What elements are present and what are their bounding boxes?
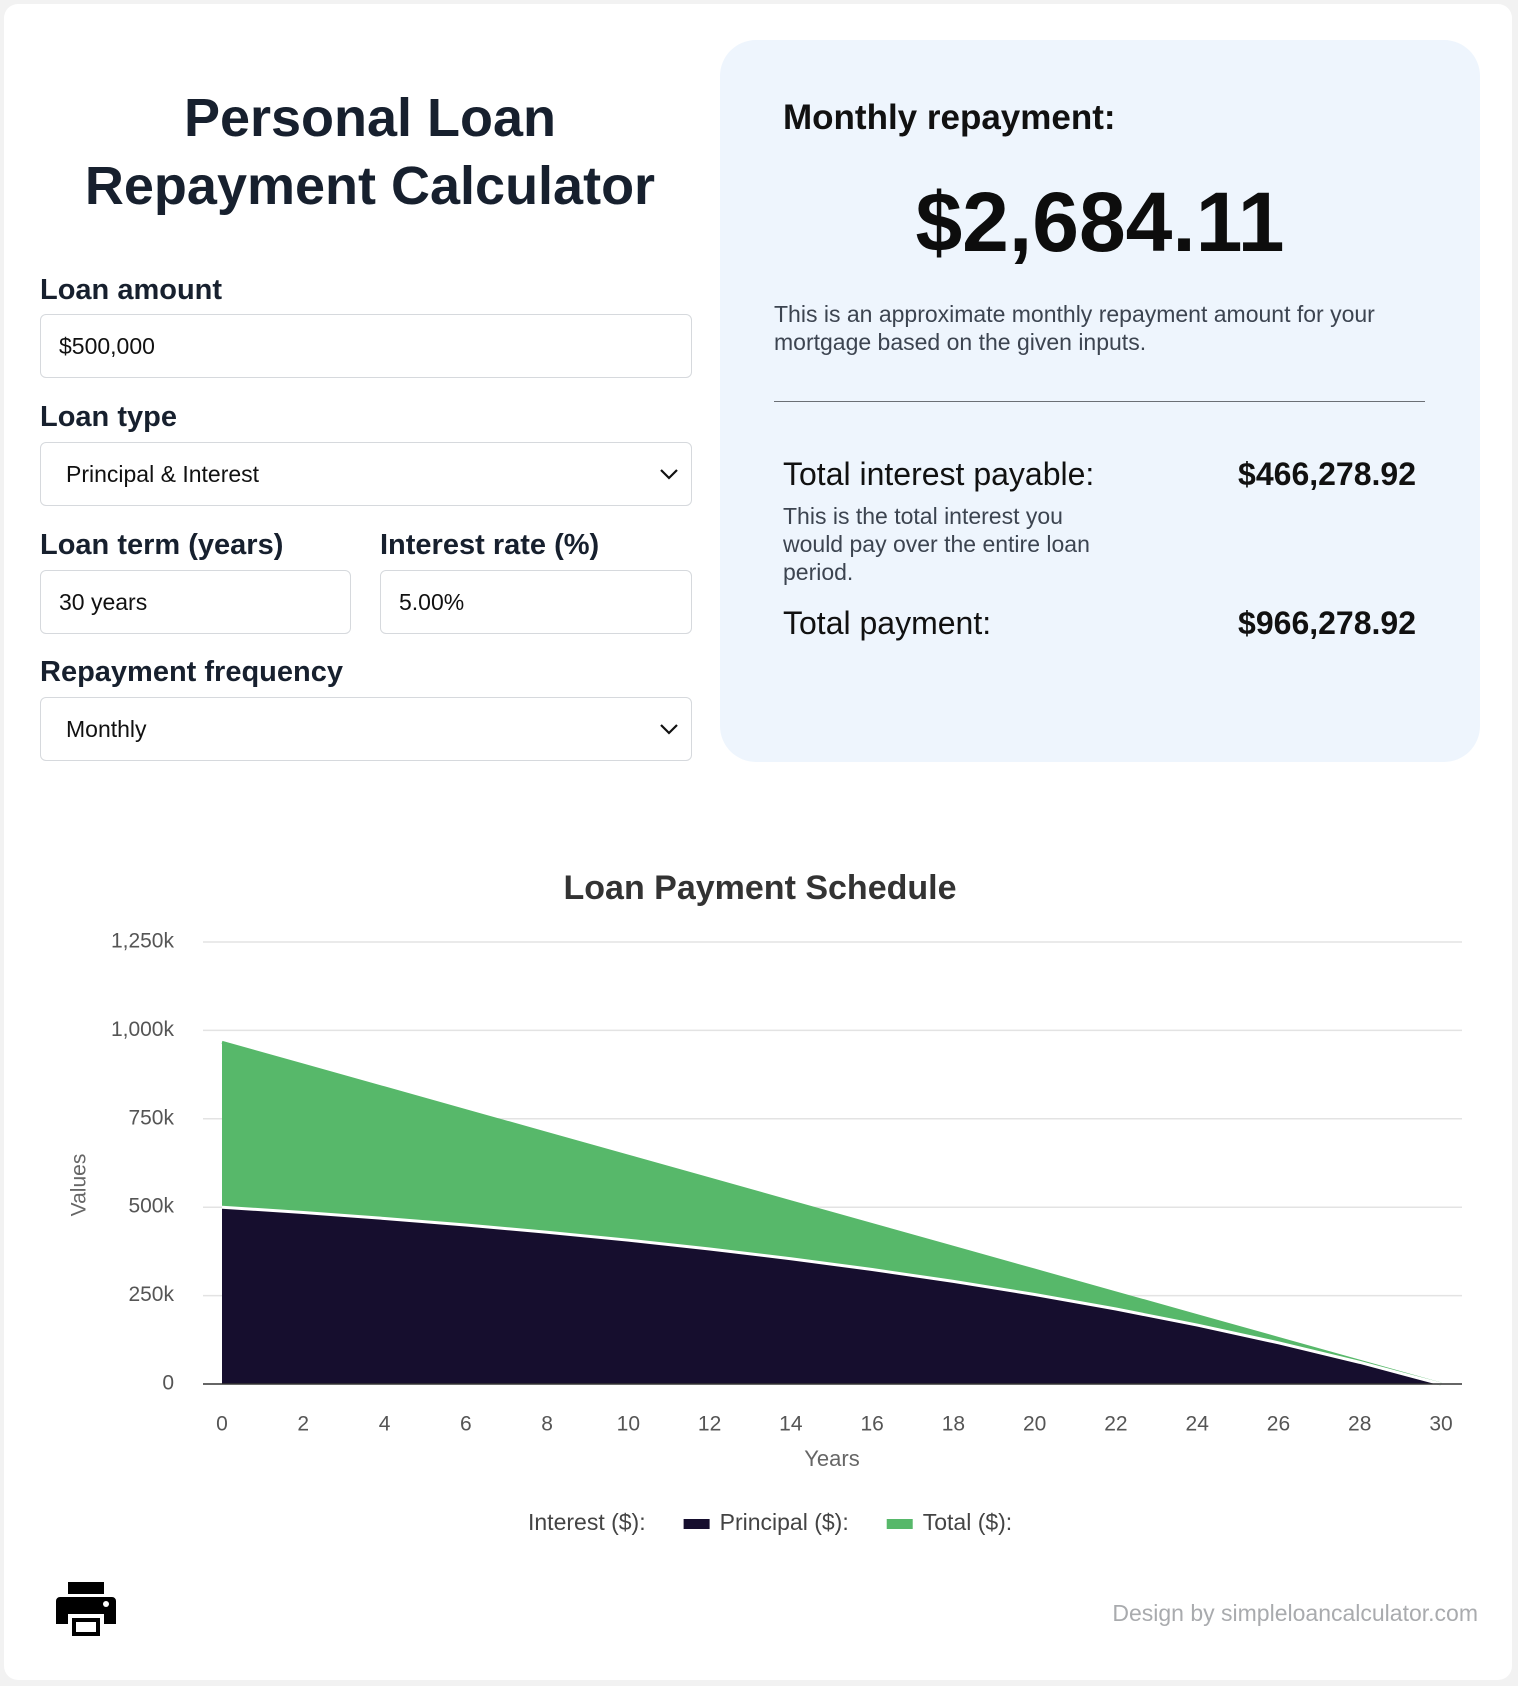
- monthly-value: $2,684.11: [915, 175, 1285, 269]
- legend-label: Principal ($):: [720, 1509, 849, 1535]
- field-label: Interest rate (%): [380, 529, 600, 561]
- x-tick-label: 30: [1429, 1413, 1452, 1436]
- legend-swatch: [886, 1519, 913, 1529]
- y-axis-label: Values: [68, 1154, 91, 1217]
- x-tick-label: 6: [460, 1413, 472, 1436]
- field-label: Repayment frequency: [40, 656, 343, 688]
- x-tick-label: 24: [1186, 1413, 1210, 1436]
- legend-swatch: [683, 1519, 710, 1529]
- field-label: Loan type: [40, 401, 177, 433]
- page: Personal Loan Repayment Calculator Loan …: [4, 4, 1512, 1680]
- page-title: Personal Loan Repayment Calculator: [84, 88, 656, 216]
- y-tick-label: 0: [162, 1372, 174, 1395]
- area-fill: [222, 1207, 1441, 1384]
- x-tick-label: 2: [297, 1413, 309, 1436]
- summary-panel: Monthly repayment: $2,684.11 This is an …: [720, 40, 1480, 762]
- select-value: Monthly: [66, 716, 147, 742]
- area-line: [221, 1205, 1442, 1386]
- legend-label: Total ($):: [923, 1509, 1012, 1535]
- monthly-note: This is an approximate monthly repayment…: [774, 301, 1375, 355]
- x-tick-label: 12: [698, 1413, 721, 1436]
- interest-label: Total interest payable:: [783, 456, 1095, 492]
- interest-note: This is the total interest you would pay…: [783, 503, 1090, 585]
- y-tick-label: 1,000k: [111, 1018, 175, 1041]
- area-line: [221, 1040, 1442, 1386]
- print-icon[interactable]: [56, 1582, 116, 1636]
- chart-title: Loan Payment Schedule: [564, 869, 957, 907]
- total-label: Total payment:: [783, 605, 992, 641]
- chevron-icon: [660, 724, 678, 735]
- x-axis-label: Years: [804, 1446, 859, 1471]
- y-tick-label: 250k: [128, 1283, 174, 1306]
- x-tick-label: 10: [617, 1413, 640, 1436]
- x-tick-label: 20: [1023, 1413, 1046, 1436]
- monthly-label: Monthly repayment:: [783, 98, 1116, 137]
- chart: Loan Payment Schedule Values Years 0 250k…: [68, 869, 1462, 1535]
- text-input[interactable]: $500,000: [40, 314, 692, 378]
- select-input[interactable]: Principal & Interest: [40, 442, 692, 506]
- divider: [774, 401, 1425, 402]
- x-tick-label: 4: [379, 1413, 391, 1436]
- y-tick-label: 500k: [128, 1195, 174, 1218]
- x-tick-label: 22: [1104, 1413, 1127, 1436]
- footer-credit: Design by simpleloancalculator.com: [1112, 1600, 1478, 1626]
- text-input[interactable]: 5.00%: [380, 570, 692, 634]
- x-tick-label: 8: [541, 1413, 553, 1436]
- select-value: Principal & Interest: [66, 461, 260, 487]
- legend-label: Interest ($):: [528, 1509, 646, 1535]
- interest-value: $466,278.92: [1238, 456, 1416, 492]
- field-label: Loan term (years): [40, 529, 284, 561]
- y-tick-label: 750k: [128, 1106, 174, 1129]
- x-tick-label: 16: [860, 1413, 883, 1436]
- x-tick-label: 28: [1348, 1413, 1371, 1436]
- chevron-icon: [660, 469, 678, 480]
- select-input[interactable]: Monthly: [40, 697, 692, 761]
- x-tick-label: 0: [216, 1413, 228, 1436]
- field-label: Loan amount: [40, 274, 223, 306]
- text-input[interactable]: 30 years: [40, 570, 351, 634]
- x-tick-label: 14: [779, 1413, 803, 1436]
- y-tick-label: 1,250k: [111, 930, 175, 953]
- total-value: $966,278.92: [1238, 605, 1416, 641]
- x-tick-label: 18: [942, 1413, 965, 1436]
- x-tick-label: 26: [1267, 1413, 1290, 1436]
